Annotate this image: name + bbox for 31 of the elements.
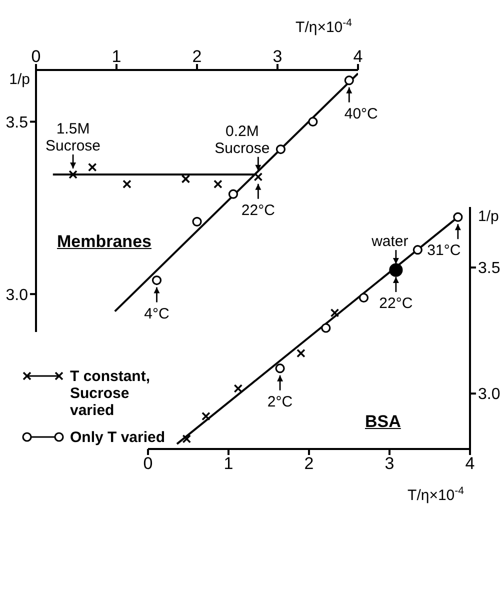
x-tick-label: 3 [384, 454, 394, 474]
annotation: 0.2M Sucrose [214, 122, 270, 157]
annotation: Membranes [57, 232, 152, 252]
annotation: 22°C [241, 202, 276, 219]
x-tick-label: 2 [304, 454, 314, 474]
x-tick-label: 4 [353, 47, 363, 66]
x-tick-label: 1 [112, 47, 122, 66]
y-axis-title: 1/p [9, 71, 30, 88]
x-tick-label: 1 [224, 454, 234, 474]
x-axis-title: T/η×10$^{-4}$ [408, 485, 464, 504]
annotation: 2°C [267, 393, 293, 410]
annotation: water [370, 233, 408, 250]
legend-label: Only T varied [70, 429, 166, 446]
x-tick-label: 0 [31, 47, 41, 66]
annotation: 1.5M Sucrose [46, 120, 101, 154]
annotation: 4°C [144, 305, 170, 322]
x-tick-label: 3 [272, 47, 282, 66]
annotation: BSA [365, 412, 401, 432]
x-tick-label: 2 [192, 47, 202, 66]
y-tick-label: 3.0 [6, 286, 28, 304]
y-tick-label: 3.0 [478, 386, 500, 404]
annotation: 22°C [379, 295, 413, 312]
x-tick-label: 4 [465, 454, 475, 474]
y-axis-title: 1/p [478, 208, 499, 225]
y-tick-label: 3.5 [478, 260, 500, 278]
x-axis-title: T/η×10$^{-4}$ [296, 17, 352, 36]
x-tick-label: 0 [143, 454, 153, 474]
y-tick-label: 3.5 [6, 114, 28, 132]
legend-label: T constant, Sucrose varied [70, 368, 152, 419]
annotation: 40°C [344, 105, 378, 122]
annotation: 31°C [427, 242, 461, 260]
